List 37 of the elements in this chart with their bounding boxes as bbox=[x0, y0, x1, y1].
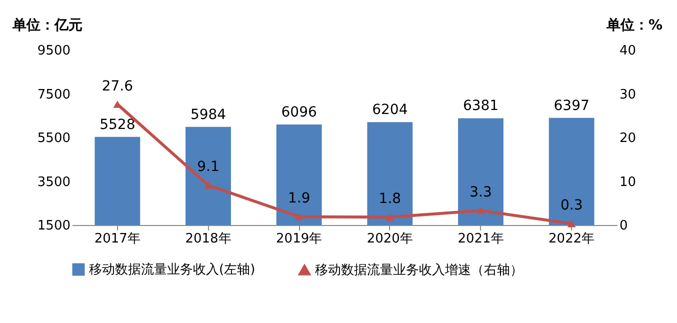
data-label: 6096 bbox=[281, 104, 317, 120]
y-tick-label: 7500 bbox=[37, 87, 70, 102]
legend-label: 移动数据流量业务收入(左轴) bbox=[89, 262, 256, 278]
y2-tick-label: 30 bbox=[620, 87, 636, 102]
y-tick-label: 9500 bbox=[37, 44, 70, 58]
y-tick-label: 5500 bbox=[37, 131, 70, 146]
y2-tick-label: 40 bbox=[620, 44, 636, 58]
y2-axis-title: 单位：% bbox=[605, 18, 662, 34]
x-tick-label: 2018年 bbox=[185, 232, 232, 246]
y-axis-title: 单位：亿元 bbox=[12, 18, 82, 34]
legend-label: 移动数据流量业务收入增速（右轴） bbox=[315, 262, 523, 278]
data-label: 6381 bbox=[462, 98, 499, 114]
data-label: 5528 bbox=[100, 116, 136, 133]
x-tick-label: 2020年 bbox=[366, 232, 413, 246]
data-label: 6397 bbox=[554, 98, 590, 114]
data-label: 9.1 bbox=[197, 159, 220, 176]
y2-tick-label: 20 bbox=[620, 131, 636, 146]
x-tick-label: 2022年 bbox=[548, 232, 595, 246]
point bbox=[476, 206, 485, 214]
data-label: 27.6 bbox=[102, 78, 134, 94]
x-tick-label: 2019年 bbox=[276, 232, 322, 246]
point bbox=[294, 213, 304, 220]
data-label: 3.3 bbox=[470, 184, 492, 201]
point bbox=[204, 182, 212, 189]
y-tick-label: 1500 bbox=[37, 218, 70, 234]
data-label: 0.3 bbox=[560, 198, 583, 214]
data-label: 5984 bbox=[190, 106, 226, 123]
data-label: 1.9 bbox=[288, 190, 310, 207]
point bbox=[386, 214, 394, 221]
data-label: 6204 bbox=[372, 102, 408, 118]
x-tick-label: 2017年 bbox=[94, 232, 140, 246]
y2-tick-label: 0 bbox=[620, 218, 628, 234]
y2-tick-label: 10 bbox=[620, 174, 636, 190]
point bbox=[567, 220, 576, 228]
x-tick-label: 2021年 bbox=[458, 232, 504, 246]
data-label: 1.8 bbox=[378, 191, 402, 208]
y-tick-label: 3500 bbox=[37, 174, 70, 190]
